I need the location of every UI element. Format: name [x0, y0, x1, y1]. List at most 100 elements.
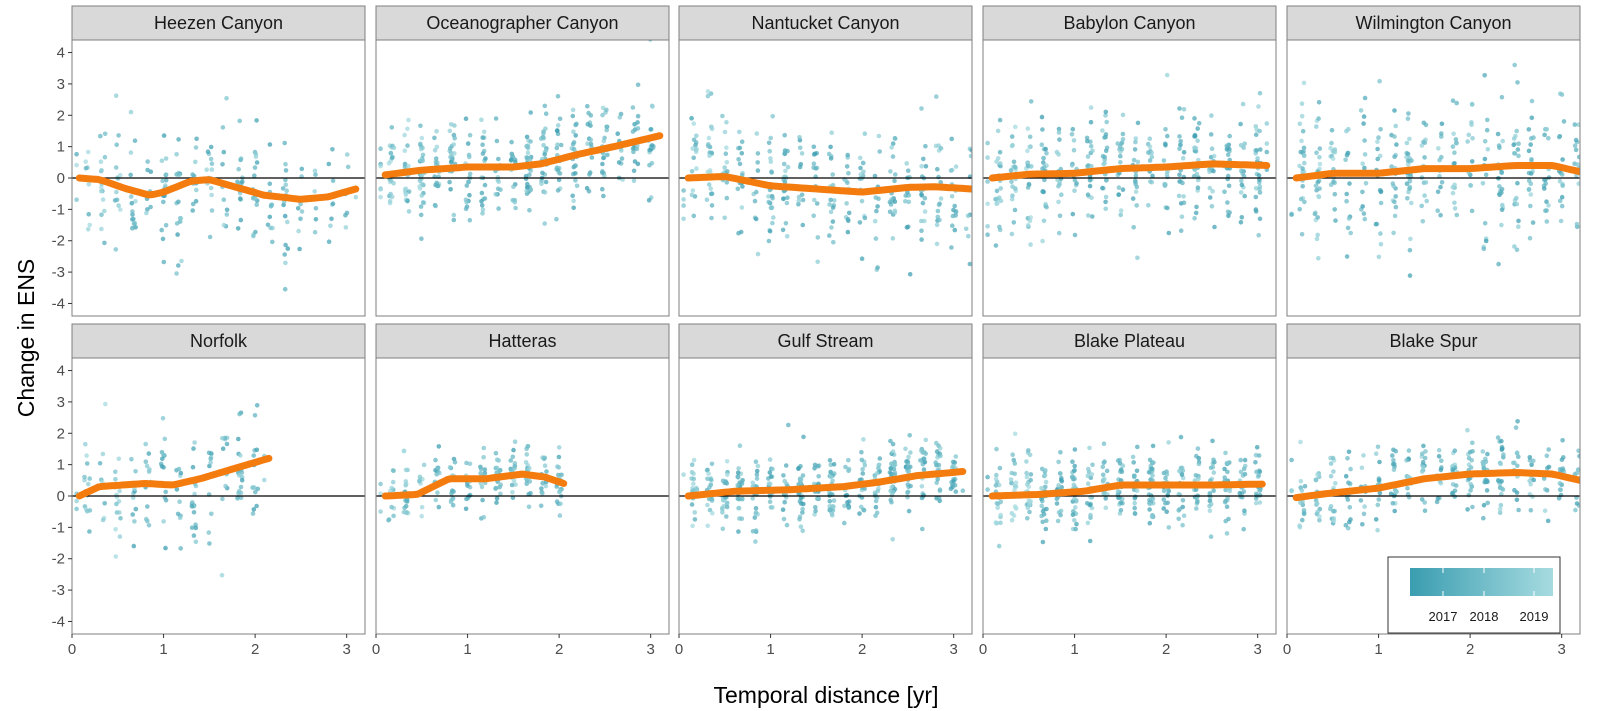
data-point	[1222, 189, 1227, 195]
data-point	[1147, 158, 1153, 163]
data-point	[1180, 504, 1185, 510]
data-point	[1373, 451, 1379, 457]
y-tick-label: 2	[57, 425, 65, 442]
data-point	[513, 482, 518, 487]
data-point	[994, 472, 999, 478]
data-point	[525, 185, 530, 190]
data-point	[1101, 161, 1106, 167]
data-point	[831, 504, 836, 509]
data-point	[797, 145, 803, 151]
data-point	[1528, 508, 1534, 513]
data-point	[528, 110, 533, 115]
data-point	[238, 453, 243, 458]
data-point	[1225, 200, 1230, 205]
data-point	[448, 159, 454, 165]
data-point	[465, 141, 471, 146]
data-point	[1450, 467, 1455, 473]
data-point	[1100, 472, 1106, 478]
data-point	[783, 463, 789, 468]
data-point	[1072, 188, 1077, 193]
data-point	[1452, 200, 1457, 206]
data-point	[463, 116, 469, 121]
data-point	[919, 495, 925, 501]
data-point	[118, 207, 123, 212]
data-point	[1450, 98, 1456, 103]
data-point	[1087, 538, 1093, 544]
data-point	[524, 134, 530, 140]
data-point	[585, 103, 590, 109]
data-point	[1468, 183, 1474, 188]
data-point	[1131, 157, 1137, 163]
data-point	[1102, 476, 1107, 482]
data-point	[753, 506, 759, 511]
data-point	[635, 120, 640, 125]
data-point	[238, 490, 244, 496]
data-point	[417, 474, 423, 480]
data-point	[739, 516, 745, 521]
data-point	[543, 179, 549, 185]
data-point	[220, 496, 225, 502]
data-point	[145, 167, 150, 173]
data-point	[268, 225, 273, 231]
data-point	[1393, 204, 1399, 210]
data-point	[1056, 152, 1061, 157]
data-point	[873, 504, 879, 510]
data-point	[1242, 471, 1248, 477]
data-point	[1043, 479, 1049, 485]
data-point	[905, 460, 911, 466]
data-point	[1407, 136, 1412, 142]
data-point	[405, 198, 410, 204]
data-point	[1302, 199, 1307, 205]
data-point	[1090, 462, 1095, 468]
data-point	[1147, 457, 1153, 463]
data-point	[1527, 455, 1533, 460]
data-point	[890, 236, 896, 241]
data-point	[768, 474, 774, 479]
data-point	[689, 502, 695, 507]
data-point	[483, 156, 488, 161]
data-point	[632, 159, 638, 164]
data-point	[343, 225, 349, 230]
data-point	[1574, 501, 1580, 506]
data-point	[496, 156, 501, 162]
data-point	[1196, 461, 1202, 467]
data-point	[1407, 247, 1413, 253]
data-point	[754, 131, 760, 136]
data-point	[1257, 487, 1263, 493]
data-point	[995, 505, 1000, 511]
x-tick-label: 0	[372, 641, 380, 658]
data-point	[148, 204, 153, 210]
data-point	[147, 467, 152, 472]
data-point	[1298, 196, 1304, 202]
data-point	[1176, 508, 1181, 513]
x-tick-label: 3	[1254, 641, 1262, 658]
data-point	[190, 464, 196, 470]
data-point	[771, 215, 776, 220]
data-point	[689, 462, 695, 468]
data-point	[1090, 148, 1095, 154]
data-point	[1362, 95, 1368, 101]
data-point	[1346, 216, 1352, 221]
data-point	[890, 141, 896, 146]
data-point	[103, 401, 108, 407]
data-point	[1344, 494, 1350, 500]
data-point	[527, 465, 532, 471]
data-point	[421, 462, 427, 468]
data-point	[694, 485, 699, 491]
data-point	[1528, 142, 1533, 147]
x-tick-label: 0	[979, 641, 987, 658]
data-point	[780, 507, 786, 512]
data-point	[1074, 521, 1079, 527]
data-point	[708, 191, 714, 197]
data-point	[1103, 194, 1109, 200]
data-point	[1224, 531, 1230, 536]
data-point	[1256, 232, 1261, 238]
data-point	[1363, 181, 1369, 186]
data-point	[1181, 174, 1187, 180]
data-point	[647, 147, 652, 153]
data-point	[1497, 506, 1503, 512]
data-point	[1470, 449, 1475, 454]
data-point	[1100, 128, 1105, 133]
data-point	[1466, 132, 1472, 138]
data-point	[1392, 508, 1397, 514]
